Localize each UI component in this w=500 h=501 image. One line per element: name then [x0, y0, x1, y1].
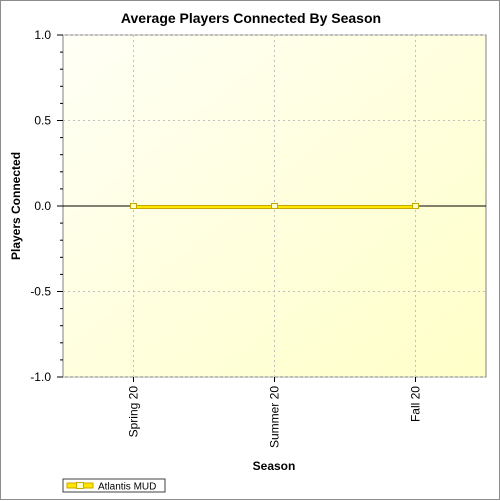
- legend-label: Atlantis MUD: [98, 482, 156, 493]
- x-tick-label: Fall 20: [409, 386, 423, 422]
- y-axis-label: Players Connected: [9, 152, 23, 260]
- y-axis: 1.0 0.5 0.0 -0.5 -1.0: [30, 28, 63, 384]
- data-point: [412, 203, 419, 209]
- data-point: [130, 203, 137, 209]
- legend-swatch-marker: [76, 482, 84, 489]
- x-tick-label: Spring 20: [127, 386, 141, 438]
- data-point: [271, 203, 278, 209]
- y-tick-label: 0.0: [34, 199, 51, 213]
- series-layer: [130, 203, 419, 209]
- legend: Atlantis MUD: [62, 478, 166, 493]
- y-tick-label: -1.0: [30, 370, 51, 384]
- y-tick-label: 1.0: [34, 28, 51, 42]
- y-tick-label: -0.5: [30, 285, 51, 299]
- x-axis-label: Season: [253, 459, 296, 473]
- x-axis: Spring 20 Summer 20 Fall 20: [127, 377, 423, 448]
- y-tick-label: 0.5: [34, 114, 51, 128]
- chart-title: Average Players Connected By Season: [121, 10, 381, 26]
- x-tick-label: Summer 20: [268, 386, 282, 448]
- legend-box: [62, 478, 166, 493]
